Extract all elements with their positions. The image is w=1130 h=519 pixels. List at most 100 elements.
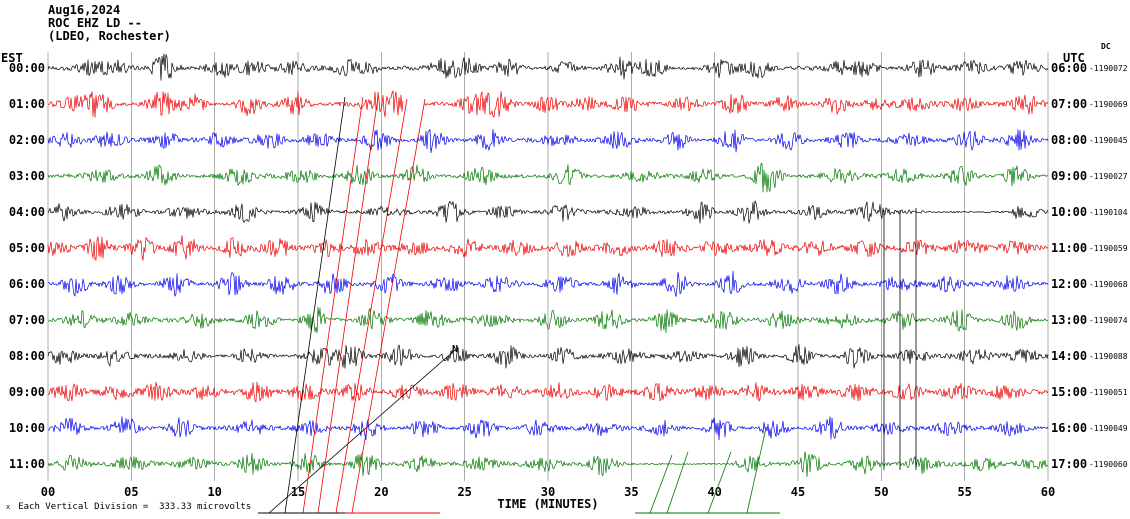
- row-dc-value: -1190049: [1089, 424, 1128, 433]
- x-tick-label: 35: [624, 485, 638, 499]
- scale-multiplier-mark: x: [6, 503, 11, 511]
- waveform-trace: [47, 235, 1049, 261]
- row-dc-value: -1190045: [1089, 136, 1128, 145]
- row-label-est: 05:00: [9, 241, 45, 255]
- x-axis-title: TIME (MINUTES): [497, 497, 599, 511]
- trace-row-5: 05:00 11:00 -1190059: [9, 235, 1128, 261]
- row-label-utc: 09:00: [1051, 169, 1087, 183]
- waveform-trace: [47, 416, 1049, 441]
- waveform-trace: [47, 270, 1049, 297]
- row-label-utc: 15:00: [1051, 385, 1087, 399]
- x-tick-label: 25: [457, 485, 471, 499]
- pick-line: [284, 96, 346, 514]
- x-tick-label: 50: [874, 485, 888, 499]
- pick-line: [351, 98, 426, 514]
- row-label-utc: 10:00: [1051, 205, 1087, 219]
- trace-row-11: 11:00 17:00 -1190060: [9, 451, 1128, 478]
- row-label-utc: 13:00: [1051, 313, 1087, 327]
- annotations: N: [258, 96, 917, 514]
- x-tick-label: 30: [541, 485, 555, 499]
- x-tick-label: 05: [124, 485, 138, 499]
- trace-row-3: 03:00 09:00 -1190027: [9, 162, 1128, 193]
- trace-row-6: 06:00 12:00 -1190068: [9, 270, 1128, 297]
- trace-row-2: 02:00 08:00 -1190045: [9, 129, 1128, 154]
- trace-row-9: 09:00 15:00 -1190051: [9, 381, 1128, 403]
- row-label-est: 00:00: [9, 61, 45, 75]
- waveform-trace: [47, 381, 1049, 403]
- phase-marker: N: [452, 344, 458, 355]
- row-dc-value: -1190074: [1089, 316, 1128, 325]
- row-label-utc: 17:00: [1051, 457, 1087, 471]
- x-tick-label: 15: [291, 485, 305, 499]
- right-axis-label: UTC: [1063, 51, 1085, 65]
- header-station: ROC EHZ LD --: [48, 16, 142, 30]
- gridlines: [47, 52, 1049, 481]
- dc-column-label: DC: [1101, 42, 1111, 51]
- row-label-est: 07:00: [9, 313, 45, 327]
- row-dc-value: -1190104: [1089, 208, 1128, 217]
- row-label-utc: 14:00: [1051, 349, 1087, 363]
- pick-line: [335, 98, 408, 514]
- pick-line: [649, 454, 673, 514]
- row-dc-value: -1190027: [1089, 172, 1128, 181]
- waveform-trace: [47, 129, 1049, 154]
- row-dc-value: -1190051: [1089, 388, 1128, 397]
- row-dc-value: -1190069: [1089, 100, 1128, 109]
- row-label-est: 11:00: [9, 457, 45, 471]
- trace-row-7: 07:00 13:00 -1190074: [9, 306, 1128, 334]
- x-tick-label: 55: [957, 485, 971, 499]
- x-tick-label: 10: [207, 485, 221, 499]
- x-tick-label: 45: [791, 485, 805, 499]
- trace-row-8: 08:00 14:00 -1190088: [9, 344, 1128, 369]
- scale-note: x Each Vertical Division = 333.33 microvo…: [6, 502, 251, 512]
- trace-row-1: 01:00 07:00 -1190069: [9, 90, 1128, 118]
- row-dc-value: -1190060: [1089, 460, 1128, 469]
- row-dc-value: -1190088: [1089, 352, 1128, 361]
- row-label-est: 02:00: [9, 133, 45, 147]
- left-axis-label: EST: [1, 51, 23, 65]
- trace-row-10: 10:00 16:00 -1190049: [9, 416, 1128, 441]
- waveform-trace: [47, 53, 1049, 81]
- row-label-est: 01:00: [9, 97, 45, 111]
- waveform-trace: [47, 451, 1049, 478]
- pick-line: [317, 96, 379, 514]
- x-tick-label: 40: [707, 485, 721, 499]
- row-dc-value: -1190059: [1089, 244, 1128, 253]
- row-label-est: 08:00: [9, 349, 45, 363]
- scale-note-text: Each Vertical Division = 333.33 microvol…: [18, 502, 252, 512]
- pick-line: [302, 96, 364, 514]
- row-label-utc: 08:00: [1051, 133, 1087, 147]
- pick-line: [268, 349, 456, 514]
- row-label-utc: 11:00: [1051, 241, 1087, 255]
- trace-row-0: 00:00 06:00 -1190072: [9, 53, 1128, 81]
- waveform-trace: [47, 344, 1049, 369]
- pick-line: [666, 451, 689, 514]
- row-label-est: 03:00: [9, 169, 45, 183]
- row-dc-value: -1190072: [1089, 64, 1128, 73]
- waveform-trace: [47, 162, 1049, 193]
- pick-line: [746, 427, 767, 514]
- row-label-est: 06:00: [9, 277, 45, 291]
- waveform-trace: [423, 91, 1049, 118]
- row-dc-value: -1190068: [1089, 280, 1128, 289]
- waveform-trace: [47, 90, 404, 118]
- row-label-utc: 12:00: [1051, 277, 1087, 291]
- row-label-est: 10:00: [9, 421, 45, 435]
- waveform-trace: [47, 200, 1049, 224]
- row-label-utc: 06:00: [1051, 61, 1087, 75]
- row-label-est: 09:00: [9, 385, 45, 399]
- trace-row-4: 04:00 10:00 -1190104: [9, 200, 1128, 224]
- header-date: Aug16,2024: [48, 3, 121, 17]
- x-tick-labels: 00 05 10 15 20 25 30 35 40 45 50 55 60: [41, 485, 1055, 499]
- x-tick-label: 00: [41, 485, 55, 499]
- row-label-est: 04:00: [9, 205, 45, 219]
- pick-line: [707, 451, 732, 514]
- row-label-utc: 07:00: [1051, 97, 1087, 111]
- waveform-trace: [47, 306, 1048, 334]
- header-network: (LDEO, Rochester): [48, 29, 171, 43]
- x-tick-label: 20: [374, 485, 388, 499]
- x-tick-label: 60: [1041, 485, 1055, 499]
- row-label-utc: 16:00: [1051, 421, 1087, 435]
